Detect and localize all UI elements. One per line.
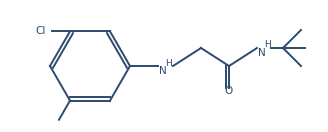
Text: H: H bbox=[264, 41, 271, 50]
Text: Cl: Cl bbox=[36, 26, 46, 36]
Text: N: N bbox=[258, 48, 266, 58]
Text: O: O bbox=[225, 86, 233, 96]
Text: N: N bbox=[159, 66, 167, 76]
Text: H: H bbox=[165, 58, 172, 67]
